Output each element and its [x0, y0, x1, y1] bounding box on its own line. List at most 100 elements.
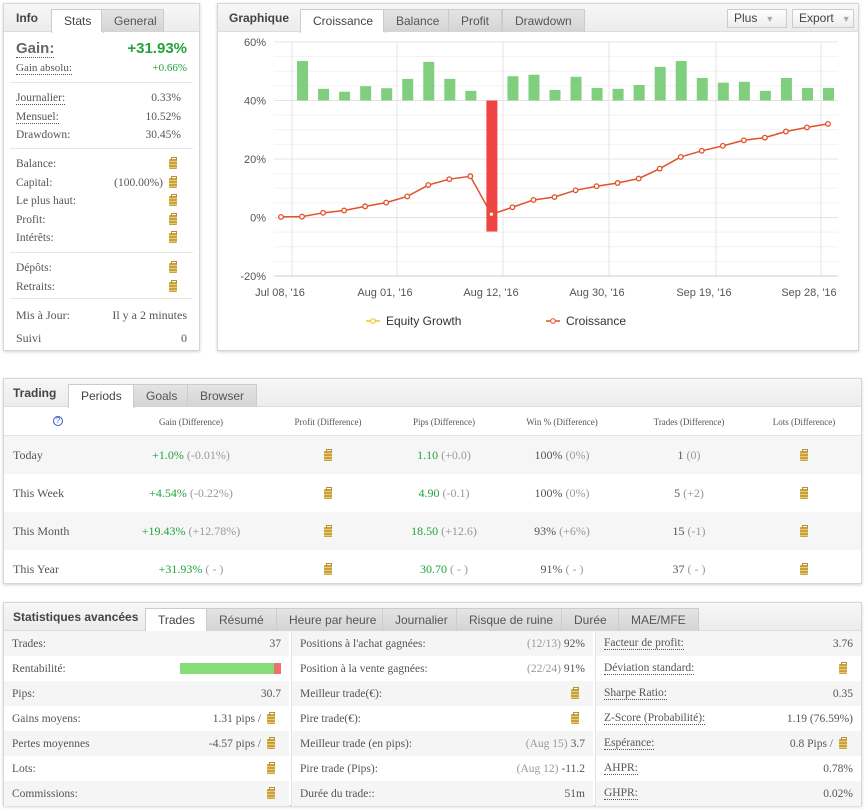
x-tick-label: Sep 28, '16	[781, 287, 836, 299]
lock-icon	[169, 212, 177, 225]
gain-value: +1.0%	[152, 448, 184, 462]
stat-value: 1.19 (76.59%)	[787, 713, 853, 725]
lock-icon	[800, 563, 808, 576]
stat-value-text: 1.31 pips /	[212, 712, 261, 725]
help-icon[interactable]: ?	[53, 416, 63, 426]
trades-difference: (-1)	[687, 524, 706, 538]
data-point	[320, 209, 327, 216]
stat-value-text: 30.7	[260, 687, 281, 700]
table-row: This Year +31.93%( - ) 30.70( - ) 91%( - ) 3…	[4, 550, 861, 588]
lock-icon	[324, 563, 332, 576]
cell-pips: 1.10 (+0.0)	[417, 448, 471, 463]
plus-dropdown[interactable]: Plus ▼	[727, 9, 787, 28]
tab-balance[interactable]: Balance	[383, 9, 453, 32]
data-point	[740, 137, 747, 144]
data-point	[825, 120, 831, 127]
data-point	[698, 147, 705, 154]
period-label: Today	[13, 448, 43, 462]
data-point	[761, 134, 768, 141]
x-tick-label: Aug 30, '16	[569, 287, 624, 299]
advanced-title: Statistiques avancées	[13, 610, 139, 624]
cell-lots	[800, 486, 808, 501]
tab-general[interactable]: General	[101, 9, 164, 32]
stat-value-text: 0.35	[832, 687, 853, 700]
lock-icon	[839, 736, 847, 749]
data-point	[530, 196, 537, 203]
lock-icon	[800, 449, 808, 462]
stat-value: (Aug 12) -11.2	[517, 763, 585, 775]
stat-label: Positions à l'achat gagnées:	[300, 637, 426, 650]
legend-item[interactable]: Equity Growth	[386, 314, 461, 328]
stat-value-text: 0.02%	[823, 787, 853, 800]
tab-heure-par-heure[interactable]: Heure par heure	[276, 608, 390, 631]
export-dropdown[interactable]: Export ▼	[792, 9, 854, 28]
info-row: Drawdown: 30.45%	[16, 129, 187, 141]
tab-risque-de-ruine[interactable]: Risque de ruine	[456, 608, 567, 631]
legend-item[interactable]: Croissance	[566, 314, 626, 328]
data-point	[278, 213, 284, 220]
info-value	[169, 194, 177, 207]
data-point	[509, 204, 516, 211]
tab-goals[interactable]: Goals	[133, 384, 191, 407]
stat-label: Commissions:	[12, 787, 78, 800]
stat-row: Z-Score (Probabilité): 1.19 (76.59%)	[595, 706, 861, 731]
stat-value-text: 0.8 Pips /	[789, 737, 833, 750]
bar	[717, 82, 729, 101]
stat-value	[267, 761, 275, 775]
tab-mae-mfe[interactable]: MAE/MFE	[618, 608, 699, 631]
follow-label: Suivi	[16, 331, 42, 345]
stat-value-text: 3.7	[570, 737, 585, 750]
data-point	[593, 183, 600, 190]
bar	[465, 90, 477, 101]
stat-label: Lots:	[12, 762, 36, 775]
tab-profit[interactable]: Profit	[448, 9, 503, 32]
tab-periods[interactable]: Periods	[68, 384, 135, 408]
stat-label: Meilleur trade (en pips):	[300, 737, 413, 750]
stat-row: Gains moyens: 1.31 pips /	[4, 706, 289, 731]
data-point	[362, 203, 369, 210]
tab-r-sum-[interactable]: Résumé	[206, 608, 277, 631]
pips-value: 18.50	[411, 524, 439, 538]
info-value: 10.52%	[146, 111, 187, 124]
y-tick-label: 60%	[244, 37, 266, 49]
stat-label: Espérance:	[604, 737, 655, 750]
gain-value: +31.93%	[158, 562, 203, 576]
info-row: Dépôts:	[16, 261, 187, 274]
cell-lots	[800, 448, 808, 463]
stat-value-text: 0.78%	[823, 762, 853, 775]
info-label: Balance:	[16, 158, 57, 170]
stat-value: 0.78%	[823, 763, 853, 775]
data-point	[656, 165, 663, 172]
stat-value-text: 91%	[563, 662, 585, 675]
cell-profit	[324, 448, 332, 463]
stat-label: Pips:	[12, 687, 36, 700]
tab-journalier[interactable]: Journalier	[382, 608, 461, 631]
info-row: Le plus haut:	[16, 194, 187, 207]
stat-row: Position à la vente gagnées: (22/24) 91%	[291, 656, 593, 681]
tab-dur-e[interactable]: Durée	[561, 608, 620, 631]
chart-header: Graphique Croissance Balance Profit Draw…	[218, 4, 858, 33]
gain-difference: (-0.01%)	[186, 448, 230, 462]
pips-difference: (+0.0)	[441, 448, 471, 462]
tab-trades[interactable]: Trades	[145, 608, 208, 632]
win-value: 100%	[534, 448, 563, 462]
stat-value	[571, 711, 579, 725]
info-value: (100.00%)	[114, 175, 177, 189]
data-point	[635, 175, 642, 182]
stat-label: Rentabilité:	[12, 662, 66, 675]
x-tick-label: Jul 08, '16	[255, 287, 305, 299]
tab-stats[interactable]: Stats	[51, 9, 105, 33]
tab-drawdown[interactable]: Drawdown	[502, 9, 585, 32]
pips-difference: (-0.1)	[442, 486, 470, 500]
stat-value-text: 1.19 (76.59%)	[786, 712, 853, 725]
stat-row: GHPR: 0.02%	[595, 781, 861, 806]
growth-chart: Jul 08, '16 Aug 01, '16 Aug 12, '16 Aug 30,…	[240, 37, 838, 328]
gain-value: +4.54%	[149, 486, 187, 500]
tab-croissance[interactable]: Croissance	[300, 9, 387, 33]
trades-value: 1	[677, 448, 684, 462]
tab-browser[interactable]: Browser	[187, 384, 258, 407]
lock-icon	[267, 761, 275, 774]
bar	[486, 100, 498, 232]
lock-icon	[267, 736, 275, 749]
trades-value: 37	[672, 562, 685, 576]
